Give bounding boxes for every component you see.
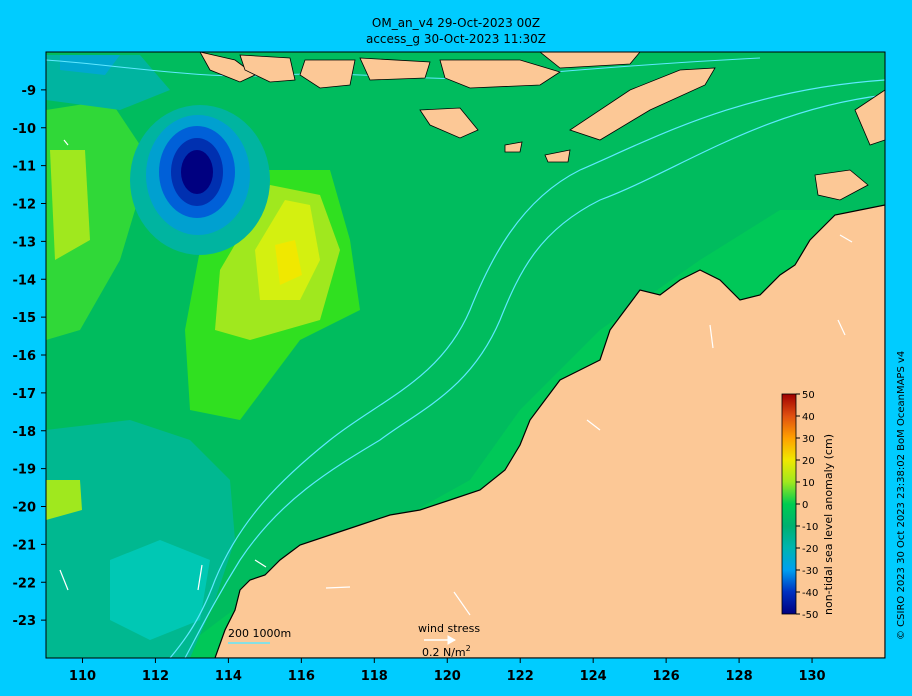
- x-tick-label: 128: [726, 669, 753, 684]
- w-high-core: [50, 150, 90, 260]
- colorbar-tick-label: 30: [802, 434, 815, 445]
- wind-arrow: [586, 419, 601, 431]
- land-island-rote: [544, 149, 571, 163]
- wind-arrow: [254, 559, 267, 568]
- colorbar-tick-label: 0: [802, 500, 808, 511]
- y-tick-label: -21: [13, 538, 37, 553]
- y-tick-label: -11: [13, 160, 37, 175]
- wind-legend-label: wind stress: [418, 622, 480, 635]
- eddy-core: [181, 150, 213, 194]
- y-tick-label: -10: [13, 122, 37, 137]
- wind-arrow: [453, 591, 471, 616]
- y-tick-label: -23: [13, 614, 37, 629]
- wind-arrow: [325, 586, 351, 589]
- w-high-patch-2: [46, 480, 82, 520]
- y-tick-label: -15: [13, 311, 37, 326]
- wind-arrow: [837, 319, 846, 336]
- y-tick-label: -18: [13, 425, 37, 440]
- wind-arrow: [59, 569, 69, 591]
- x-tick-label: 120: [434, 669, 461, 684]
- colorbar-tick-label: 50: [802, 390, 815, 401]
- n-low-core: [60, 55, 120, 75]
- y-tick-label: -9: [22, 84, 36, 99]
- colorbar-tick-label: -30: [802, 566, 818, 577]
- x-tick-label: 122: [507, 669, 534, 684]
- y-axis: -9 -10 -11 -12 -13 -14 -15 -16 -17 -18 -19 -20 -21 -2…: [13, 84, 46, 629]
- colorbar-tick-label: 40: [802, 412, 815, 423]
- land-island-melville: [814, 169, 869, 201]
- x-tick-label: 124: [580, 669, 607, 684]
- land-island-6: [539, 52, 641, 69]
- y-tick-label: -14: [13, 273, 37, 288]
- sw-low-patch: [110, 540, 210, 640]
- isobath-200m: [184, 94, 885, 658]
- colorbar-label: non-tidal sea level anomaly (cm): [822, 434, 835, 615]
- y-tick-label: -17: [13, 387, 37, 402]
- land-island-5: [439, 59, 561, 89]
- x-tick-label: 118: [361, 669, 388, 684]
- colorbar-tick-label: -20: [802, 544, 818, 555]
- y-tick-label: -20: [13, 501, 37, 516]
- colorbar-tick-label: 20: [802, 456, 815, 467]
- land-island-sumba: [419, 107, 479, 139]
- wind-arrow: [709, 324, 714, 349]
- wind-arrow: [197, 564, 203, 591]
- isobath-legend-label: 200 1000m: [228, 627, 291, 640]
- y-tick-label: -13: [13, 235, 37, 250]
- x-tick-label: 116: [288, 669, 315, 684]
- wind-legend-arrow: [424, 635, 457, 645]
- land-island-4: [359, 57, 431, 81]
- land-island-east: [854, 89, 885, 146]
- colorbar-tick-label: -50: [802, 610, 818, 621]
- plot-area: [46, 52, 885, 658]
- central-high-peak: [275, 240, 302, 285]
- colorbar: [781, 393, 797, 615]
- copyright: © CSIRO 2023 30 Oct 2023 23:38:02 BoM Oc…: [896, 350, 907, 640]
- land-island-3: [299, 59, 356, 89]
- land-island-timor: [569, 67, 716, 141]
- land-island-small-1: [504, 141, 523, 153]
- y-tick-label: -12: [13, 198, 37, 213]
- y-tick-label: -19: [13, 463, 37, 478]
- wind-legend-unit: 0.2 N/m2: [422, 644, 471, 659]
- land-australia: [214, 204, 885, 658]
- colorbar-tick-label: 10: [802, 478, 815, 489]
- x-tick-label: 110: [69, 669, 96, 684]
- x-tick-label: 112: [142, 669, 169, 684]
- colorbar-tick-label: -10: [802, 522, 818, 533]
- map-title-line2: access_g 30-Oct-2023 11:30Z: [365, 32, 547, 46]
- map-title-line1: OM_an_v4 29-Oct-2023 00Z: [371, 16, 541, 30]
- wind-arrow: [839, 234, 853, 243]
- y-tick-label: -22: [13, 576, 37, 591]
- colorbar-ticks: 50 40 30 20 10 0 -10 -20 -30 -40 -50: [796, 390, 818, 621]
- wind-arrows: [59, 139, 853, 616]
- isobath-1000m: [169, 79, 885, 658]
- x-tick-label: 114: [215, 669, 242, 684]
- x-tick-label: 130: [798, 669, 825, 684]
- x-tick-label: 126: [653, 669, 680, 684]
- land-island-2: [239, 54, 296, 83]
- y-tick-label: -16: [13, 349, 37, 364]
- colorbar-tick-label: -40: [802, 588, 818, 599]
- x-axis: 110 112 114 116 118 120 122 124 126 128 130: [69, 658, 826, 684]
- wind-arrow: [63, 139, 69, 146]
- land-island-1: [199, 52, 256, 83]
